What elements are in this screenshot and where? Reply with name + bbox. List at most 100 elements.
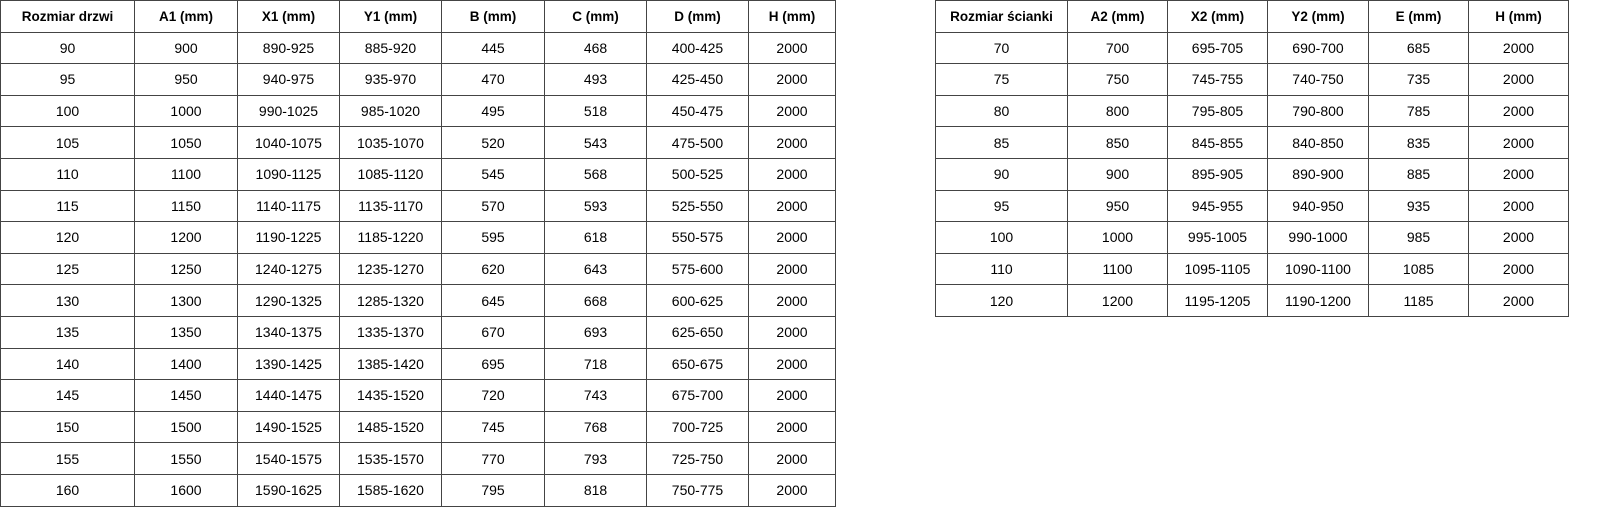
wall-dimensions-table: Rozmiar ścianki A2 (mm) X2 (mm) Y2 (mm) E (m… [935,0,1569,317]
table-cell: 950 [1067,189,1168,223]
column-header: X2 (mm) [1167,0,1268,33]
table-cell: 450-475 [646,94,749,128]
table-row: 110 1100 1090-1125 1085-1120 545 568 500-525 20… [0,157,836,191]
table-cell: 80 [935,94,1068,128]
table-cell: 643 [544,252,647,286]
table-cell: 890-900 [1267,157,1369,191]
table-row: 90 900 890-925 885-920 445 468 400-425 2000 [0,31,836,65]
table-cell: 1585-1620 [339,473,442,507]
table-cell: 735 [1368,63,1469,96]
table-cell: 425-450 [646,63,749,96]
table-cell: 2000 [748,379,836,412]
table-cell: 2000 [1468,157,1569,191]
table-cell: 1350 [134,315,238,349]
table-cell: 900 [134,31,238,65]
table-cell: 1340-1375 [237,315,340,349]
table-cell: 1000 [134,94,238,128]
table-cell: 1490-1525 [237,410,340,444]
column-header: H (mm) [748,0,836,33]
table-cell: 1200 [1067,284,1168,317]
table-cell: 720 [441,379,545,412]
table-cell: 818 [544,473,647,507]
table-cell: 995-1005 [1167,221,1268,254]
table-cell: 550-575 [646,221,749,254]
table-cell: 700-725 [646,410,749,444]
table-cell: 1195-1205 [1167,284,1268,317]
table-cell: 1140-1175 [237,189,340,223]
table-cell: 1485-1520 [339,410,442,444]
table-cell: 645 [441,284,545,317]
table-row: 90 900 895-905 890-900 885 2000 [935,157,1569,191]
table-cell: 1500 [134,410,238,444]
table-cell: 1090-1125 [237,157,340,191]
table-cell: 1100 [1067,252,1168,286]
table-cell: 2000 [1468,284,1569,317]
table-cell: 1185 [1368,284,1469,317]
table-cell: 95 [0,63,135,96]
table-cell: 100 [0,94,135,128]
table-cell: 120 [0,221,135,254]
table-cell: 120 [935,284,1068,317]
table-cell: 475-500 [646,126,749,159]
column-header: Rozmiar drzwi [0,0,135,33]
table-cell: 2000 [1468,189,1569,223]
table-cell: 135 [0,315,135,349]
table-row: 85 850 845-855 840-850 835 2000 [935,126,1569,159]
table-cell: 1550 [134,442,238,475]
table-cell: 90 [935,157,1068,191]
table-cell: 795-805 [1167,94,1268,128]
table-cell: 700 [1067,31,1168,65]
table-row: 95 950 940-975 935-970 470 493 425-450 2000 [0,63,836,96]
table-cell: 1390-1425 [237,347,340,381]
table-cell: 750 [1067,63,1168,96]
column-header: X1 (mm) [237,0,340,33]
table-cell: 600-625 [646,284,749,317]
table-cell: 940-950 [1267,189,1369,223]
table-cell: 1200 [134,221,238,254]
table-cell: 2000 [748,189,836,223]
table-row: 80 800 795-805 790-800 785 2000 [935,94,1569,128]
column-header: A2 (mm) [1067,0,1168,33]
table-row: 110 1100 1095-1105 1090-1100 1085 2000 [935,252,1569,286]
table-cell: 130 [0,284,135,317]
table-cell: 2000 [748,252,836,286]
table-cell: 155 [0,442,135,475]
table-cell: 985 [1368,221,1469,254]
table-cell: 900 [1067,157,1168,191]
table-cell: 795 [441,473,545,507]
table-cell: 70 [935,31,1068,65]
table-cell: 1050 [134,126,238,159]
table-cell: 1185-1220 [339,221,442,254]
table-cell: 1385-1420 [339,347,442,381]
table-cell: 1040-1075 [237,126,340,159]
table-cell: 445 [441,31,545,65]
table-header-row: Rozmiar ścianki A2 (mm) X2 (mm) Y2 (mm) E (m… [935,0,1569,33]
table-row: 100 1000 990-1025 985-1020 495 518 450-475 2000 [0,94,836,128]
table-cell: 400-425 [646,31,749,65]
table-cell: 495 [441,94,545,128]
table-cell: 1435-1520 [339,379,442,412]
table-cell: 2000 [748,347,836,381]
table-cell: 845-855 [1167,126,1268,159]
table-cell: 100 [935,221,1068,254]
table-cell: 1290-1325 [237,284,340,317]
table-cell: 768 [544,410,647,444]
table-cell: 750-775 [646,473,749,507]
table-cell: 520 [441,126,545,159]
table-row: 100 1000 995-1005 990-1000 985 2000 [935,221,1569,254]
table-cell: 110 [0,157,135,191]
table-cell: 690-700 [1267,31,1369,65]
table-cell: 743 [544,379,647,412]
table-cell: 835 [1368,126,1469,159]
table-cell: 770 [441,442,545,475]
table-cell: 990-1000 [1267,221,1369,254]
column-header: D (mm) [646,0,749,33]
table-row: 105 1050 1040-1075 1035-1070 520 543 475-500 20… [0,126,836,159]
table-cell: 543 [544,126,647,159]
table-cell: 1235-1270 [339,252,442,286]
table-cell: 745-755 [1167,63,1268,96]
table-cell: 1250 [134,252,238,286]
table-cell: 1190-1225 [237,221,340,254]
table-cell: 935 [1368,189,1469,223]
table-cell: 940-975 [237,63,340,96]
